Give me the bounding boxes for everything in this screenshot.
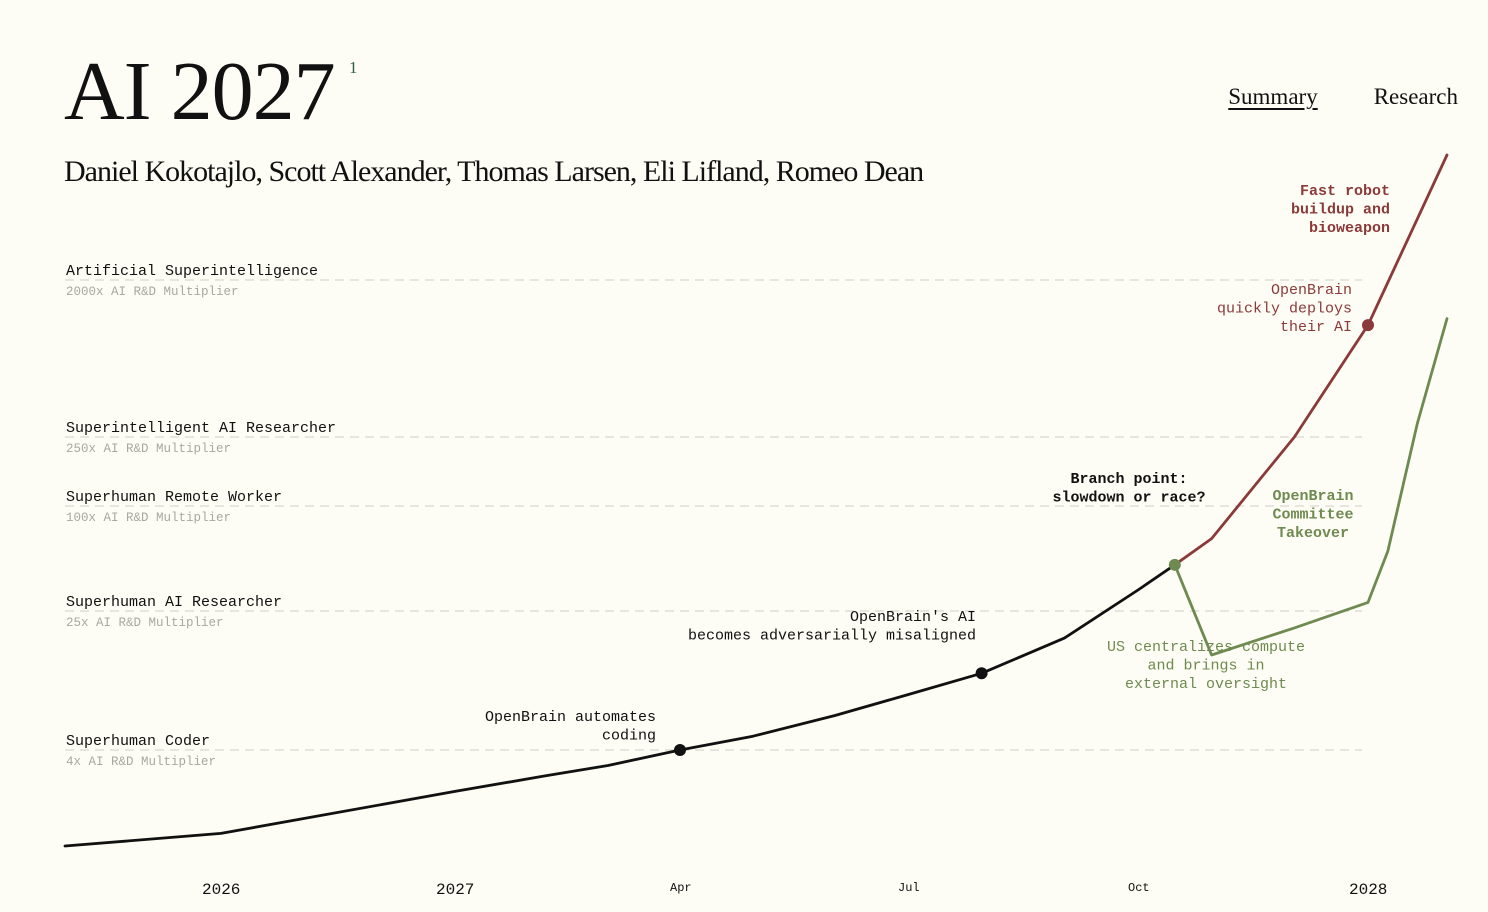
top-nav: Summary Research: [1228, 84, 1458, 110]
data-point[interactable]: [1362, 319, 1374, 332]
milestone-label: Artificial Superintelligence: [66, 263, 318, 280]
page-title: AI 2027: [64, 45, 336, 138]
milestone-label: Superhuman AI Researcher: [66, 594, 282, 611]
annotation-line: their AI: [1280, 319, 1352, 336]
milestone-label: Superhuman Remote Worker: [66, 489, 282, 506]
milestone-multiplier: 2000x AI R&D Multiplier: [66, 285, 239, 299]
annotation-committee: OpenBrain Committee Takeover: [1272, 488, 1353, 542]
milestone-label: Superintelligent AI Researcher: [66, 420, 336, 437]
milestone-multiplier: 100x AI R&D Multiplier: [66, 511, 231, 525]
annotation-line: quickly deploys: [1217, 301, 1352, 318]
annotation-line: buildup and: [1291, 202, 1390, 219]
annotation-line: OpenBrain's AI: [850, 609, 976, 626]
annotation-deploys: OpenBrain quickly deploys their AI: [1217, 282, 1352, 336]
annotation-misaligned: OpenBrain's AI becomes adversarially misa…: [688, 609, 976, 645]
annotation-line: and brings in: [1147, 658, 1264, 675]
x-tick-year: 2028: [1349, 881, 1387, 899]
annotation-line: slowdown or race?: [1052, 490, 1205, 507]
series-line-main: [63, 563, 1177, 848]
x-tick-year: 2027: [436, 881, 474, 899]
annotation-line: OpenBrain automates: [485, 709, 656, 726]
annotation-line: US centralizes compute: [1107, 639, 1305, 656]
annotation-line: OpenBrain: [1271, 282, 1352, 299]
authors-line: Daniel Kokotajlo, Scott Alexander, Thoma…: [64, 155, 924, 188]
annotation-branch: Branch point: slowdown or race?: [1052, 471, 1205, 507]
annotation-line: coding: [602, 728, 656, 745]
x-tick-month: Jul: [898, 881, 920, 895]
annotation-automates: OpenBrain automates coding: [485, 709, 656, 745]
series-line-slowdown: [1173, 317, 1449, 657]
annotation-robot: Fast robot buildup and bioweapon: [1291, 183, 1390, 237]
annotation-line: external oversight: [1125, 676, 1287, 693]
milestone-multiplier: 250x AI R&D Multiplier: [66, 442, 231, 456]
x-tick-year: 2026: [202, 881, 240, 899]
data-point[interactable]: [674, 744, 686, 756]
nav-summary-link[interactable]: Summary: [1228, 84, 1318, 109]
x-tick-month: Apr: [670, 881, 692, 895]
data-point[interactable]: [975, 667, 988, 680]
milestone-multiplier: 25x AI R&D Multiplier: [66, 616, 224, 630]
data-point[interactable]: [1168, 558, 1181, 571]
annotation-line: Branch point:: [1070, 471, 1187, 488]
annotation-line: Committee: [1272, 507, 1353, 524]
nav-research-link[interactable]: Research: [1373, 84, 1458, 109]
annotation-line: becomes adversarially misaligned: [688, 628, 976, 645]
x-tick-month: Oct: [1128, 881, 1150, 895]
annotation-line: OpenBrain: [1272, 488, 1353, 505]
milestone-label: Superhuman Coder: [66, 733, 210, 750]
footnote-marker[interactable]: 1: [349, 58, 358, 77]
annotation-line: bioweapon: [1309, 220, 1390, 237]
annotation-line: Fast robot: [1300, 183, 1390, 200]
series-line-race: [1173, 153, 1449, 567]
annotation-centralizes: US centralizes compute and brings in exter…: [1107, 639, 1305, 693]
annotation-line: Takeover: [1277, 525, 1349, 542]
milestone-multiplier: 4x AI R&D Multiplier: [66, 755, 216, 769]
